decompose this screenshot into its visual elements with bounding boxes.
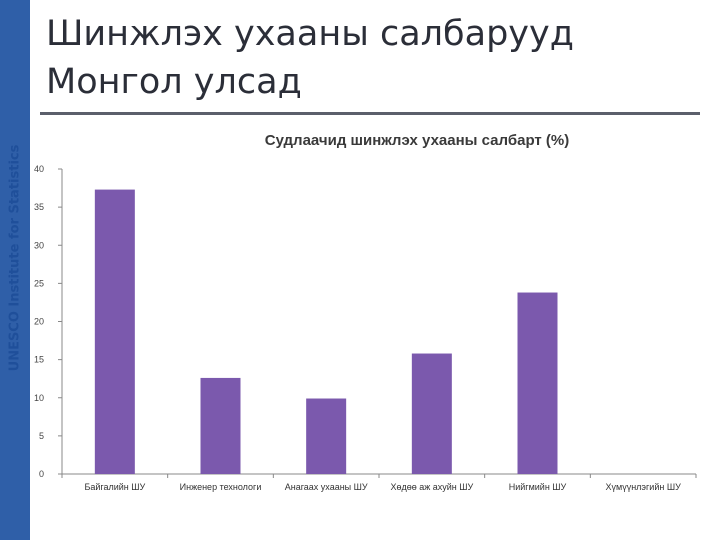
- x-category-label: Байгалийн ШУ: [84, 482, 145, 492]
- slide-title: Шинжлэх ухааны салбарууд Монгол улсад: [46, 10, 686, 106]
- x-category-label: Нийгмийн ШУ: [509, 482, 567, 492]
- bar: [517, 292, 558, 474]
- x-category-label: Хүмүүнлэгийн ШУ: [606, 482, 682, 492]
- bar: [94, 189, 135, 474]
- bar: [411, 353, 452, 474]
- y-tick-label: 5: [39, 431, 44, 441]
- y-tick-label: 10: [34, 393, 44, 403]
- bar: [306, 398, 347, 474]
- slide-title-line-1: Шинжлэх ухааны салбарууд: [46, 14, 574, 54]
- y-tick-label: 25: [34, 278, 44, 288]
- slide-title-line-2: Монгол улсад: [46, 62, 302, 102]
- y-tick-label: 20: [34, 317, 44, 327]
- x-category-label: Хөдөө аж ахуйн ШУ: [390, 482, 473, 492]
- y-tick-label: 0: [39, 469, 44, 479]
- title-divider: [40, 112, 700, 115]
- bar: [200, 377, 241, 474]
- chart-title: Судлаачид шинжлэх ухааны салбарт (%): [265, 132, 570, 149]
- y-tick-label: 30: [34, 240, 44, 250]
- y-tick-label: 40: [34, 164, 44, 174]
- x-category-label: Инженер технологи: [180, 482, 262, 492]
- side-band: [0, 0, 30, 540]
- y-tick-label: 35: [34, 202, 44, 212]
- y-tick-label: 15: [34, 355, 44, 365]
- x-category-label: Анагаах ухааны ШУ: [285, 482, 368, 492]
